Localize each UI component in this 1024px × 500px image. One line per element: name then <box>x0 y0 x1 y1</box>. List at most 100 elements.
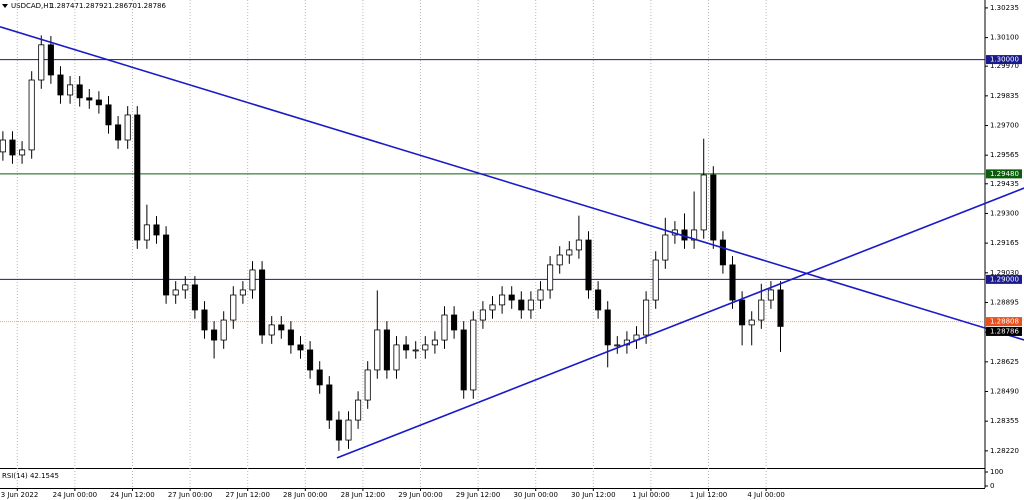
candle-body <box>547 264 554 291</box>
candle-body <box>38 44 45 81</box>
candle-body <box>153 224 160 236</box>
candle-body <box>662 234 669 261</box>
candle-body <box>575 239 582 251</box>
candle-body <box>758 299 765 321</box>
x-tick-label: 1 Jul 00:00 <box>632 491 670 499</box>
level-label-bg <box>986 169 1022 179</box>
candle-body <box>508 294 515 301</box>
x-tick-label: 28 Jun 12:00 <box>341 491 385 499</box>
ohlc-close: 1.28786 <box>137 2 166 10</box>
candle-body <box>201 309 208 331</box>
candle-body <box>76 84 83 99</box>
y-tick-label: 1.29970 <box>990 62 1019 70</box>
candle-body <box>211 329 218 341</box>
candle-body <box>335 419 342 441</box>
candle-body <box>537 289 544 301</box>
candle-body <box>700 174 707 231</box>
candle-body <box>28 79 35 151</box>
ask-label-bg <box>986 317 1022 327</box>
ohlc-open: 1.28747 <box>50 2 79 10</box>
candle-body <box>777 289 784 327</box>
candle-body <box>393 344 400 371</box>
candle-body <box>566 249 573 256</box>
candle-body <box>47 44 54 76</box>
candle-body <box>172 289 179 296</box>
candle-body <box>9 139 16 156</box>
candle-body <box>729 264 736 301</box>
candle-body <box>239 289 246 296</box>
candle-body <box>518 299 525 311</box>
x-tick-label: 1 Jul 12:00 <box>690 491 728 499</box>
candle-body <box>278 324 285 331</box>
x-tick-label: 28 Jun 00:00 <box>283 491 327 499</box>
y-tick-label: 1.29300 <box>990 209 1019 217</box>
candle-body <box>383 329 390 371</box>
candle-body <box>527 299 534 311</box>
x-tick-label: 29 Jun 12:00 <box>456 491 500 499</box>
y-tick-label: 1.30235 <box>990 4 1019 12</box>
candle-body <box>182 284 189 291</box>
rsi-tick-label: 0 <box>990 482 994 490</box>
menu-arrow[interactable] <box>2 4 8 8</box>
candle-body <box>57 74 64 96</box>
candle-body <box>268 324 275 336</box>
candle-body <box>364 369 371 401</box>
candle-body <box>345 419 352 441</box>
candle-body <box>595 289 602 311</box>
ohlc-low: 1.28670 <box>108 2 137 10</box>
candle-body <box>316 369 323 386</box>
level-label: 1.29000 <box>990 275 1019 283</box>
candle-body <box>259 269 266 336</box>
bid-label: 1.28786 <box>990 327 1019 335</box>
candle-body <box>470 319 477 391</box>
candle-body <box>297 344 304 351</box>
level-label: 1.29480 <box>990 170 1019 178</box>
x-tick-label: 24 Jun 00:00 <box>53 491 97 499</box>
candle-body <box>451 314 458 331</box>
candle-body <box>479 309 486 321</box>
candle-body <box>191 284 198 311</box>
x-tick-label: 24 Jun 12:00 <box>110 491 154 499</box>
candle-body <box>307 349 314 371</box>
y-tick-label: 1.29700 <box>990 122 1019 130</box>
y-tick-label: 1.28490 <box>990 388 1019 396</box>
y-tick-label: 1.28355 <box>990 417 1019 425</box>
candle-body <box>374 329 381 371</box>
candle-body <box>124 114 131 141</box>
trendline <box>336 187 1024 459</box>
candle-body <box>163 234 170 296</box>
candle-body <box>230 294 237 321</box>
candle-body <box>748 319 755 326</box>
candle-body <box>643 299 650 336</box>
candle-body <box>249 269 256 291</box>
candle-body <box>422 344 429 351</box>
candle-body <box>691 229 698 241</box>
x-tick-label: 4 Jul 00:00 <box>747 491 785 499</box>
candle-body <box>614 344 621 347</box>
y-tick-label: 1.29165 <box>990 239 1019 247</box>
level-label-bg <box>986 274 1022 284</box>
ohlc-high: 1.28792 <box>79 2 108 10</box>
candle-body <box>719 239 726 266</box>
candle-body <box>326 384 333 421</box>
y-tick-label: 1.29835 <box>990 92 1019 100</box>
level-label: 1.30000 <box>990 56 1019 64</box>
candle-body <box>220 319 227 341</box>
candle-body <box>431 339 438 346</box>
candle-body <box>115 124 122 141</box>
ask-label: 1.28808 <box>990 318 1019 326</box>
y-tick-label: 1.28220 <box>990 447 1019 455</box>
symbol: USDCAD,H1 <box>11 2 53 10</box>
candle-body <box>287 329 294 346</box>
y-tick-label: 1.29030 <box>990 269 1019 277</box>
candle-body <box>19 149 26 156</box>
y-tick-label: 1.30100 <box>990 34 1019 42</box>
x-tick-label: 30 Jun 00:00 <box>513 491 557 499</box>
candle-body <box>767 289 774 301</box>
candle-body <box>403 344 410 351</box>
candle-body <box>460 329 467 391</box>
candle-body <box>652 259 659 301</box>
candle-body <box>604 309 611 346</box>
candle-body <box>499 294 506 306</box>
